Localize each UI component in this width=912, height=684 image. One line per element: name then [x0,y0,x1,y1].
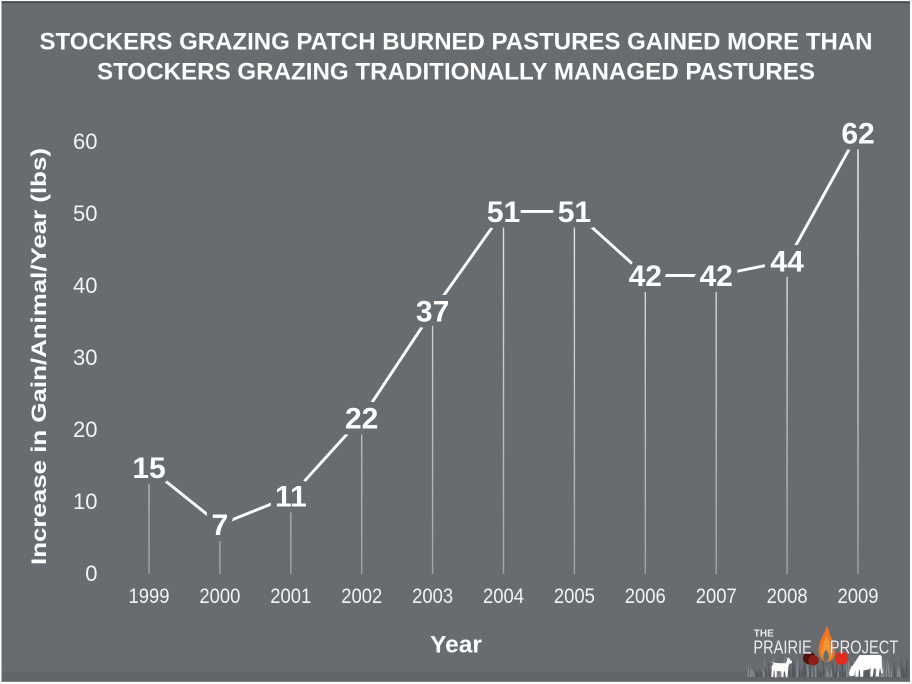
svg-text:PROJECT: PROJECT [830,637,899,658]
svg-text:40: 40 [73,273,97,298]
svg-text:STOCKERS GRAZING TRADITIONALLY: STOCKERS GRAZING TRADITIONALLY MANAGED P… [97,58,815,85]
svg-text:15: 15 [132,452,165,485]
svg-text:2005: 2005 [554,585,595,608]
svg-text:2003: 2003 [412,585,453,608]
svg-text:0: 0 [85,561,97,586]
svg-text:7: 7 [212,509,229,542]
svg-text:2001: 2001 [270,585,311,608]
svg-text:51: 51 [487,196,520,229]
svg-text:20: 20 [73,417,97,442]
svg-text:2006: 2006 [625,585,666,608]
svg-text:Year: Year [430,631,482,658]
svg-text:30: 30 [73,345,97,370]
svg-text:STOCKERS GRAZING PATCH BURNED: STOCKERS GRAZING PATCH BURNED PASTURES G… [40,29,873,56]
svg-text:11: 11 [275,481,307,514]
svg-text:62: 62 [841,118,874,151]
svg-text:Increase in Gain/Animal/Year (: Increase in Gain/Animal/Year (lbs) [27,148,51,565]
svg-text:2009: 2009 [838,585,879,608]
svg-text:42: 42 [700,260,733,293]
svg-text:PRAIRIE: PRAIRIE [753,637,811,658]
svg-text:2002: 2002 [341,585,382,608]
svg-text:2007: 2007 [696,585,737,608]
svg-text:51: 51 [558,196,591,229]
svg-text:1999: 1999 [129,585,170,608]
svg-text:37: 37 [416,296,449,329]
svg-text:42: 42 [629,260,662,293]
svg-text:50: 50 [73,201,97,226]
svg-text:2004: 2004 [483,585,524,608]
svg-text:2008: 2008 [767,585,808,608]
svg-text:2000: 2000 [199,585,240,608]
svg-text:10: 10 [73,489,97,514]
svg-text:44: 44 [770,246,804,279]
svg-text:60: 60 [73,129,97,154]
svg-text:THE: THE [754,628,774,640]
svg-text:22: 22 [345,402,378,435]
